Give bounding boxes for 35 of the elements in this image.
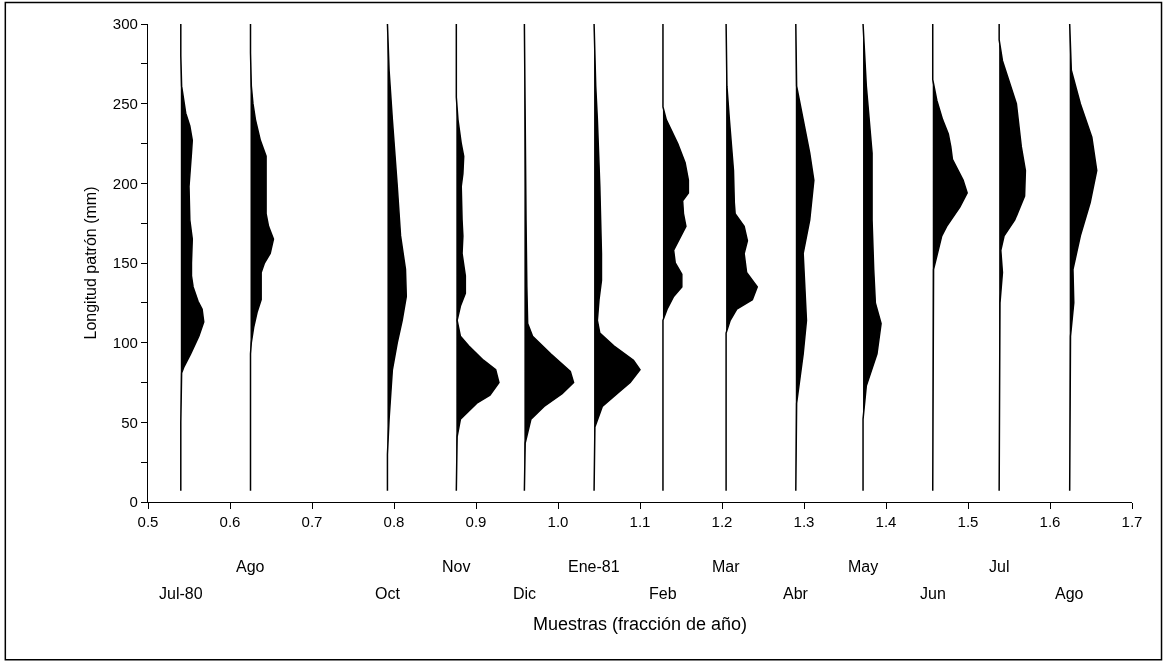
y-tick-label: 250 [112, 94, 138, 112]
x-tick-label: 0.6 [219, 513, 241, 531]
x-tick-label: 1.5 [957, 513, 979, 531]
x-tick-label: 1.4 [875, 513, 897, 531]
x-tick-label: 1.2 [711, 513, 733, 531]
text: Feb [649, 585, 677, 602]
y-axis-title: Longitud patrón (mm) [81, 186, 99, 340]
y-tick-label: 0 [129, 493, 138, 511]
text: Nov [442, 558, 471, 575]
x-tick-label: 1.3 [793, 513, 815, 531]
text: Jul [989, 558, 1010, 575]
x-tick-label: 0.9 [465, 513, 487, 531]
x-tick-label: 1.7 [1121, 513, 1143, 531]
text: Ago [1055, 585, 1084, 602]
text: Ago [236, 558, 265, 575]
x-tick-label: 1.1 [629, 513, 651, 531]
text: Ene-81 [568, 558, 620, 575]
y-tick-label: 200 [112, 174, 138, 192]
text: Jun [920, 585, 946, 602]
y-tick-label: 50 [121, 413, 138, 431]
x-tick-label: 1.6 [1039, 513, 1061, 531]
x-tick-label: 0.8 [383, 513, 405, 531]
text: Jul-80 [159, 585, 203, 602]
x-tick-label: 0.5 [137, 513, 159, 531]
x-tick-label: 1.0 [547, 513, 569, 531]
text: Oct [375, 585, 401, 602]
y-tick-label: 300 [112, 15, 138, 33]
text: Dic [513, 585, 537, 602]
y-tick-label: 100 [112, 333, 138, 351]
x-axis-title: Muestras (fracción de año) [532, 614, 748, 635]
x-tick-label: 0.7 [301, 513, 323, 531]
text: Abr [783, 585, 809, 602]
y-tick-label: 150 [112, 254, 138, 272]
text: Mar [712, 558, 741, 575]
text: May [848, 558, 879, 575]
